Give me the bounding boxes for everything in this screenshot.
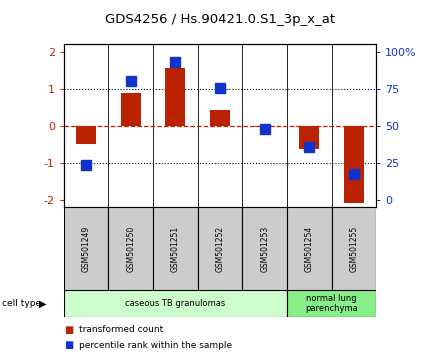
Bar [64, 290, 287, 317]
Bar [287, 290, 376, 317]
Bar [121, 93, 141, 126]
Bar [344, 126, 364, 204]
Bar [255, 126, 275, 127]
Bar [299, 126, 319, 149]
Text: ■: ■ [64, 325, 73, 335]
Text: GDS4256 / Hs.90421.0.S1_3p_x_at: GDS4256 / Hs.90421.0.S1_3p_x_at [105, 13, 335, 26]
Bar [165, 68, 185, 126]
Text: cell type: cell type [2, 299, 41, 308]
Bar [153, 207, 198, 290]
Text: GSM501251: GSM501251 [171, 225, 180, 272]
Text: transformed count: transformed count [79, 325, 163, 335]
Text: normal lung
parenchyma: normal lung parenchyma [305, 294, 358, 313]
Text: percentile rank within the sample: percentile rank within the sample [79, 341, 232, 350]
Text: caseous TB granulomas: caseous TB granulomas [125, 299, 225, 308]
Text: ▶: ▶ [39, 298, 46, 309]
Text: GSM501252: GSM501252 [216, 225, 224, 272]
Text: GSM501254: GSM501254 [305, 225, 314, 272]
Bar [210, 110, 230, 126]
Bar [76, 126, 96, 144]
Bar [332, 207, 376, 290]
Text: GSM501249: GSM501249 [81, 225, 91, 272]
Text: GSM501253: GSM501253 [260, 225, 269, 272]
Bar [108, 207, 153, 290]
Text: GSM501255: GSM501255 [349, 225, 359, 272]
Bar [242, 207, 287, 290]
Text: ■: ■ [64, 340, 73, 350]
Bar [64, 207, 108, 290]
Bar [198, 207, 242, 290]
Text: GSM501250: GSM501250 [126, 225, 135, 272]
Bar [287, 207, 332, 290]
